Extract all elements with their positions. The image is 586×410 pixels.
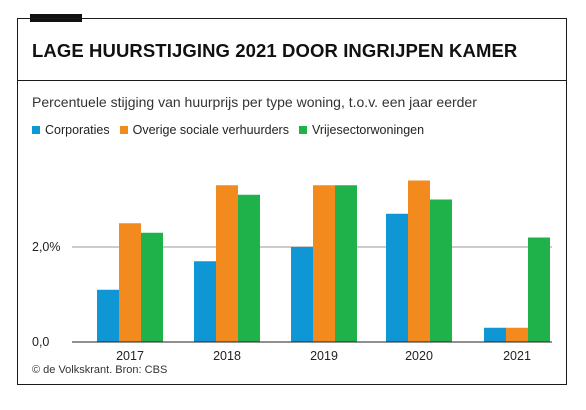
bar-overige-sociale-verhuurders-2020 bbox=[408, 180, 430, 342]
x-tick-label: 2017 bbox=[116, 349, 144, 363]
bar-corporaties-2020 bbox=[386, 213, 408, 342]
x-tick-label: 2020 bbox=[405, 349, 433, 363]
bar-overige-sociale-verhuurders-2021 bbox=[506, 327, 528, 342]
y-tick-label: 0,0 bbox=[32, 335, 49, 349]
bar-vrijesectorwoningen-2018 bbox=[238, 194, 260, 342]
bar-overige-sociale-verhuurders-2019 bbox=[313, 185, 335, 342]
legend: Corporaties Overige sociale verhuurders … bbox=[32, 123, 424, 137]
legend-label: Vrijesectorwoningen bbox=[311, 123, 425, 137]
chart-frame bbox=[17, 18, 567, 385]
bar-corporaties-2018 bbox=[194, 261, 216, 342]
x-tick-label: 2019 bbox=[310, 349, 338, 363]
chart-subtitle: Percentuele stijging van huurprijs per t… bbox=[32, 94, 477, 110]
legend-label: Overige sociale verhuurders bbox=[132, 123, 289, 137]
bar-overige-sociale-verhuurders-2017 bbox=[119, 223, 141, 342]
source-credit: © de Volkskrant. Bron: CBS bbox=[32, 364, 168, 376]
legend-item-vrijesectorwoningen: Vrijesectorwoningen bbox=[298, 123, 425, 137]
bar-corporaties-2021 bbox=[484, 327, 506, 342]
legend-swatch bbox=[119, 126, 128, 134]
legend-item-corporaties: Corporaties bbox=[32, 123, 110, 137]
y-tick-label: 2,0% bbox=[32, 240, 61, 254]
bar-corporaties-2019 bbox=[291, 247, 313, 342]
legend-label: Corporaties bbox=[45, 123, 110, 137]
bar-vrijesectorwoningen-2019 bbox=[335, 185, 357, 342]
chart-title: LAGE HUURSTIJGING 2021 DOOR INGRIJPEN KA… bbox=[32, 40, 518, 61]
title-divider bbox=[18, 80, 566, 81]
legend-swatch bbox=[298, 126, 307, 134]
x-tick-label: 2018 bbox=[213, 349, 241, 363]
bar-overige-sociale-verhuurders-2018 bbox=[216, 185, 238, 342]
legend-item-overige-sociale-verhuurders: Overige sociale verhuurders bbox=[119, 123, 289, 137]
bar-vrijesectorwoningen-2021 bbox=[528, 237, 550, 342]
bar-corporaties-2017 bbox=[97, 289, 119, 342]
x-tick-label: 2021 bbox=[503, 349, 531, 363]
legend-swatch bbox=[32, 126, 40, 134]
bar-vrijesectorwoningen-2020 bbox=[430, 199, 452, 342]
bar-vrijesectorwoningen-2017 bbox=[141, 232, 163, 342]
